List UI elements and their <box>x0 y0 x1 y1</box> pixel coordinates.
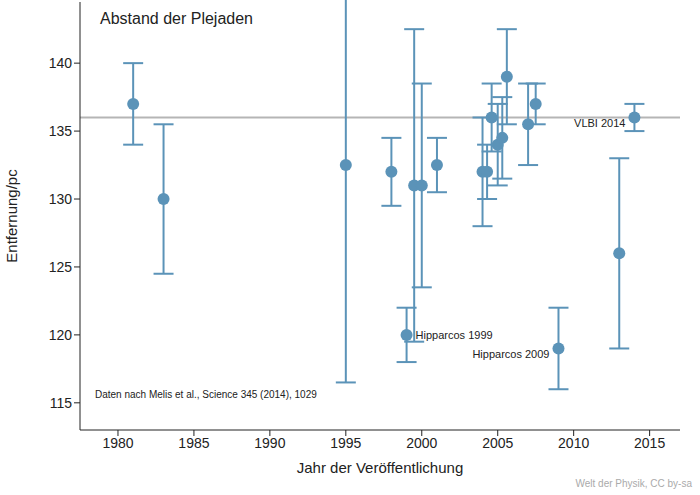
svg-text:1990: 1990 <box>254 435 285 451</box>
html-text:Daten nach Melis et al., Scien: Daten nach Melis et al., Science 345 (20… <box>95 389 317 400</box>
html-text:Welt der Physik, CC by-sa: Welt der Physik, CC by-sa <box>575 478 692 489</box>
svg-text:2005: 2005 <box>482 435 513 451</box>
svg-text:140: 140 <box>49 55 73 71</box>
svg-text:Hipparcos 2009: Hipparcos 2009 <box>472 348 549 360</box>
svg-text:1995: 1995 <box>330 435 361 451</box>
svg-text:120: 120 <box>49 327 73 343</box>
svg-text:1980: 1980 <box>102 435 133 451</box>
svg-text:Hipparcos 1999: Hipparcos 1999 <box>416 329 493 341</box>
svg-text:Entfernung/pc: Entfernung/pc <box>8 169 20 263</box>
svg-text:2000: 2000 <box>406 435 437 451</box>
svg-text:2010: 2010 <box>558 435 589 451</box>
html-text:Abstand der Plejaden: Abstand der Plejaden <box>100 10 253 27</box>
svg-text:Jahr der Veröffentlichung: Jahr der Veröffentlichung <box>297 459 464 476</box>
svg-text:1985: 1985 <box>178 435 209 451</box>
svg-text:VLBI 2014: VLBI 2014 <box>574 117 625 129</box>
svg-text:135: 135 <box>49 123 73 139</box>
svg-text:125: 125 <box>49 259 73 275</box>
svg-text:2015: 2015 <box>634 435 665 451</box>
svg-text:115: 115 <box>50 395 73 411</box>
svg-text:130: 130 <box>49 191 73 207</box>
